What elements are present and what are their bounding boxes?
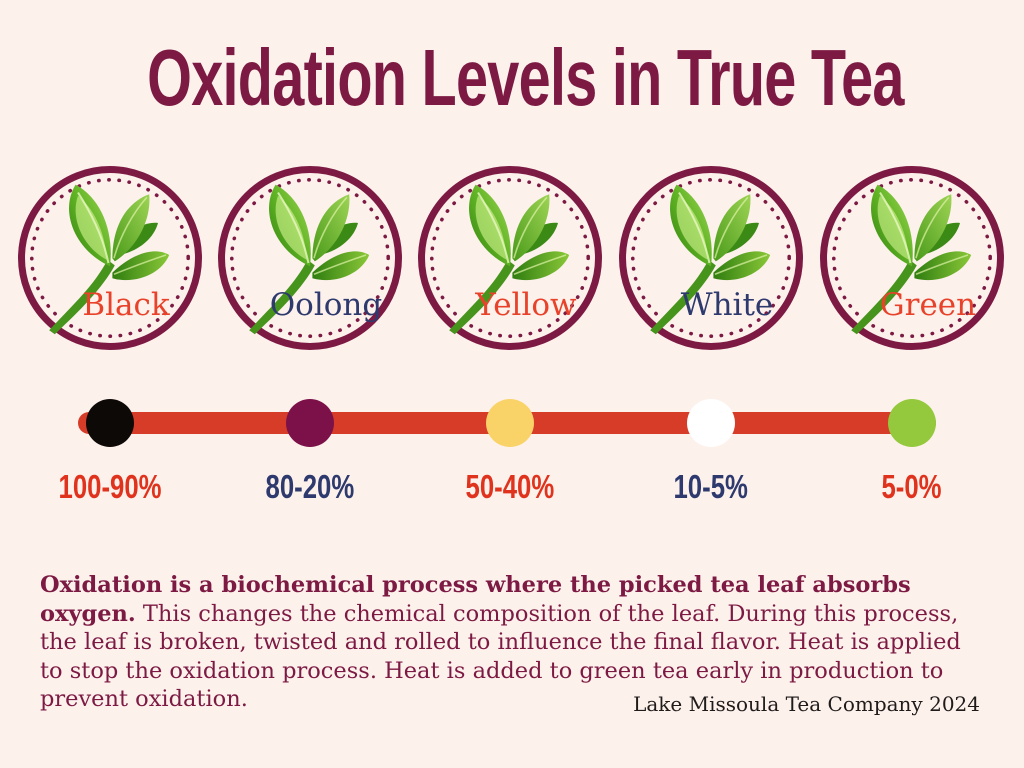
oxidation-range-green: 5-0% [822, 470, 1002, 503]
oxidation-range-oolong: 80-20% [220, 470, 400, 503]
range-label: 80-20% [265, 468, 355, 505]
timeline-dot-green [888, 399, 936, 447]
description-lead: Oxidation is a biochemical process where… [40, 572, 911, 627]
timeline-dot-black [86, 399, 134, 447]
oxidation-range-yellow: 50-40% [420, 470, 600, 503]
range-label: 5-0% [881, 468, 943, 505]
description-text: Oxidation is a biochemical process where… [40, 571, 990, 714]
tea-name-label: Black [82, 287, 170, 323]
timeline-dot-oolong [286, 399, 334, 447]
tea-name-label: Green [879, 287, 977, 323]
tea-circle-black: Black [18, 166, 202, 350]
description-body: This changes the chemical composition of… [40, 600, 961, 713]
tea-circle-oolong: Oolong [218, 166, 402, 350]
tea-circle-white: White [619, 166, 803, 350]
attribution-text: Lake Missoula Tea Company 2024 [633, 692, 980, 716]
timeline-dot-white [687, 399, 735, 447]
tea-name-label: Yellow [475, 287, 577, 323]
page-title: Oxidation Levels in True Tea [0, 38, 1024, 118]
range-label: 10-5% [673, 468, 749, 505]
tea-circle-green: Green [820, 166, 1004, 350]
oxidation-range-white: 10-5% [621, 470, 801, 503]
range-label: 50-40% [465, 468, 555, 505]
tea-circle-yellow: Yellow [418, 166, 602, 350]
range-label: 100-90% [58, 468, 162, 505]
tea-name-label: White [680, 287, 774, 323]
oxidation-range-black: 100-90% [20, 470, 200, 503]
tea-name-label: Oolong [269, 287, 383, 323]
timeline-dot-yellow [486, 399, 534, 447]
page-title-text: Oxidation Levels in True Tea [147, 33, 904, 122]
